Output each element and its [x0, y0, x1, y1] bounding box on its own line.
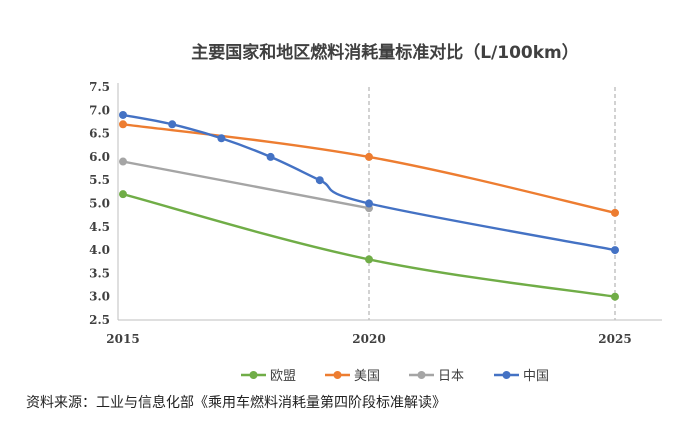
x-tick-label: 2020 — [352, 332, 385, 346]
legend-swatch-marker — [249, 371, 258, 379]
data-point — [611, 292, 619, 301]
series-0 — [119, 190, 619, 301]
legend-swatch-marker — [333, 371, 342, 379]
y-tick-label: 6.5 — [89, 127, 110, 141]
legend: 欧盟 美国 日本 中国 — [241, 369, 549, 384]
series-group — [119, 110, 619, 301]
data-point — [315, 176, 324, 185]
data-point — [611, 246, 619, 255]
data-point — [168, 120, 177, 129]
series-3 — [119, 110, 619, 255]
x-axis-ticks: 2015 2020 2025 — [106, 332, 631, 346]
series-line — [122, 160, 370, 210]
chart-title: 主要国家和地区燃料消耗量标准对比（L/100km） — [191, 42, 579, 63]
y-tick-label: 7.5 — [89, 80, 110, 94]
y-tick-label: 6.0 — [89, 150, 110, 164]
series-1 — [119, 120, 619, 217]
y-tick-label: 4.5 — [89, 220, 110, 234]
data-point — [611, 208, 619, 217]
legend-item-0: 欧盟 — [241, 369, 296, 384]
legend-swatch-marker — [417, 371, 426, 379]
series-line — [122, 113, 616, 252]
y-tick-label: 3.0 — [89, 290, 110, 304]
data-point — [119, 120, 127, 129]
y-tick-label: 4.0 — [89, 243, 110, 257]
y-tick-label: 2.5 — [89, 313, 110, 327]
legend-label: 欧盟 — [270, 369, 296, 384]
legend-item-3: 中国 — [494, 369, 549, 384]
legend-swatch-marker — [502, 371, 511, 379]
data-point — [266, 152, 275, 161]
grid-lines — [368, 87, 616, 320]
legend-label: 中国 — [523, 369, 549, 384]
axes — [117, 83, 662, 321]
legend-label: 日本 — [438, 369, 464, 384]
y-tick-label: 3.5 — [89, 266, 110, 280]
y-tick-label: 5.0 — [89, 197, 110, 211]
x-tick-label: 2025 — [598, 332, 631, 346]
y-axis-ticks: 7.5 7.0 6.5 6.0 5.5 5.0 4.5 4.0 3.5 3.0 2.5 — [89, 80, 110, 327]
data-point — [119, 190, 127, 199]
data-point — [119, 157, 127, 166]
y-tick-label: 7.0 — [89, 103, 110, 117]
legend-item-2: 日本 — [409, 369, 464, 384]
data-point — [365, 199, 373, 208]
data-point — [365, 255, 373, 264]
x-tick-label: 2015 — [106, 332, 139, 346]
data-point — [365, 152, 373, 161]
legend-item-1: 美国 — [325, 369, 380, 384]
data-point — [119, 110, 127, 119]
data-point — [217, 134, 226, 143]
y-tick-label: 5.5 — [89, 173, 110, 187]
legend-label: 美国 — [354, 369, 380, 384]
source-note: 资料来源：工业与信息化部《乘用车燃料消耗量第四阶段标准解读》 — [26, 395, 446, 411]
